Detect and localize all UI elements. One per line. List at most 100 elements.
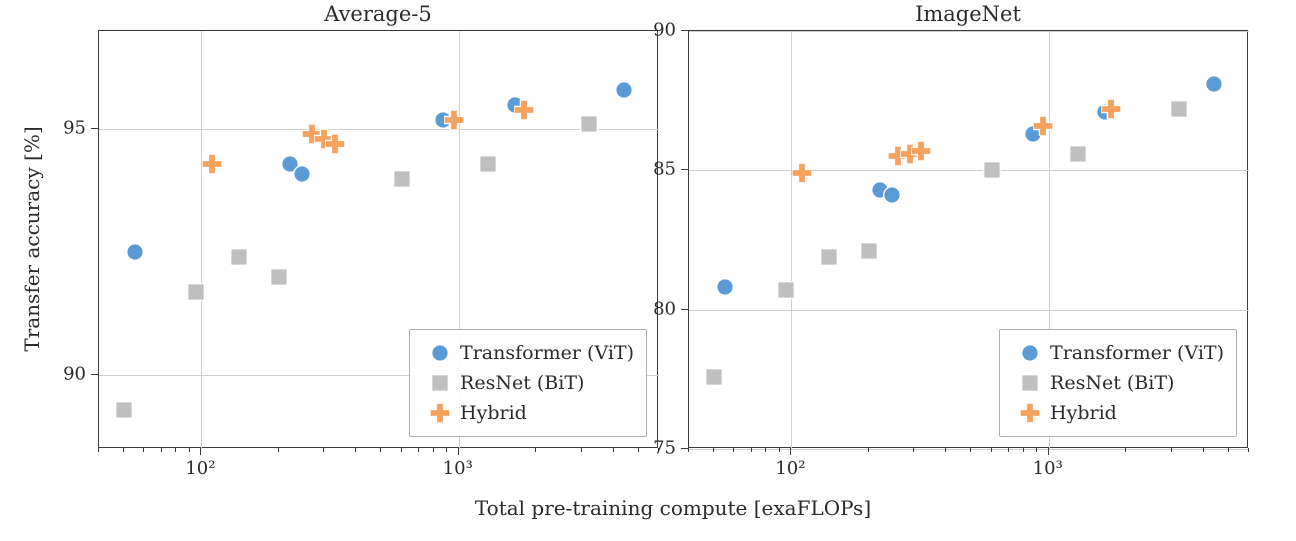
x-tick-minor: [1248, 448, 1249, 452]
legend-item: Transformer (ViT): [1010, 338, 1224, 368]
legend-label: Transformer (ViT): [460, 342, 634, 364]
y-tick-label: 80: [653, 298, 676, 319]
legend-item: ResNet (BiT): [1010, 368, 1224, 398]
data-point-vit: [1205, 75, 1223, 93]
panel-title: Average-5: [324, 2, 432, 26]
x-tick-label: 10³: [443, 458, 473, 479]
data-point-bit: [479, 155, 497, 173]
x-tick-minor: [733, 448, 734, 452]
grid-line-horizontal: [689, 31, 1249, 32]
data-point-hybrid: [1101, 99, 1121, 119]
data-point-hybrid: [911, 141, 931, 161]
x-tick-minor: [418, 448, 419, 452]
x-tick-minor: [433, 448, 434, 452]
x-tick-minor: [123, 448, 124, 452]
x-tick-minor: [713, 448, 714, 452]
x-tick-minor: [765, 448, 766, 452]
bit-marker-icon: [420, 374, 460, 392]
x-tick-minor: [1171, 448, 1172, 452]
x-tick-minor: [970, 448, 971, 452]
x-tick-minor: [278, 448, 279, 452]
bit-marker-icon: [1010, 374, 1050, 392]
data-point-vit: [716, 278, 734, 296]
y-tick-major: [681, 30, 688, 31]
x-tick-minor: [323, 448, 324, 452]
legend-label: ResNet (BiT): [1050, 372, 1174, 394]
data-point-bit: [705, 368, 723, 386]
data-point-hybrid: [792, 163, 812, 183]
data-point-vit: [615, 81, 633, 99]
x-tick-minor: [1036, 448, 1037, 452]
data-point-bit: [393, 170, 411, 188]
x-tick-minor: [1008, 448, 1009, 452]
legend: Transformer (ViT) ResNet (BiT) Hybrid: [409, 329, 647, 437]
x-tick-minor: [638, 448, 639, 452]
vit-marker-icon: [1010, 344, 1050, 362]
x-tick-minor: [945, 448, 946, 452]
vit-marker-icon: [420, 344, 460, 362]
data-point-bit: [270, 268, 288, 286]
y-tick-major: [681, 448, 688, 449]
legend-item: ResNet (BiT): [420, 368, 634, 398]
data-point-vit: [293, 165, 311, 183]
legend-label: Transformer (ViT): [1050, 342, 1224, 364]
chart-panel-avg5: Transformer (ViT) ResNet (BiT) Hybrid: [98, 30, 658, 448]
y-tick-label: 95: [63, 118, 86, 139]
data-point-bit: [1069, 145, 1087, 163]
x-tick-minor: [1023, 448, 1024, 452]
data-point-bit: [115, 401, 133, 419]
data-point-hybrid: [514, 100, 534, 120]
panel-title: ImageNet: [915, 2, 1021, 26]
x-tick-minor: [779, 448, 780, 452]
figure-root: Transfer accuracy [%] Total pre-training…: [0, 0, 1296, 541]
legend-item: Transformer (ViT): [420, 338, 634, 368]
grid-line-horizontal: [689, 449, 1249, 450]
x-axis-label: Total pre-training compute [exaFLOPs]: [475, 496, 871, 520]
grid-line-horizontal: [689, 170, 1249, 171]
x-tick-minor: [991, 448, 992, 452]
data-point-hybrid: [444, 110, 464, 130]
y-tick-label: 90: [653, 20, 676, 41]
chart-panel-imagenet: Transformer (ViT) ResNet (BiT) Hybrid: [688, 30, 1248, 448]
x-tick-major: [458, 448, 459, 455]
y-tick-label: 75: [653, 438, 676, 459]
y-tick-major: [91, 374, 98, 375]
x-tick-minor: [143, 448, 144, 452]
grid-line-vertical: [791, 31, 792, 449]
data-point-bit: [820, 248, 838, 266]
x-tick-minor: [688, 448, 689, 452]
grid-line-horizontal: [689, 310, 1249, 311]
legend-label: Hybrid: [460, 402, 527, 424]
x-tick-minor: [446, 448, 447, 452]
legend-label: ResNet (BiT): [460, 372, 584, 394]
x-tick-minor: [1125, 448, 1126, 452]
x-tick-minor: [535, 448, 536, 452]
data-point-hybrid: [202, 154, 222, 174]
legend: Transformer (ViT) ResNet (BiT) Hybrid: [999, 329, 1237, 437]
x-tick-minor: [751, 448, 752, 452]
x-tick-minor: [380, 448, 381, 452]
hybrid-marker-icon: [420, 403, 460, 423]
x-tick-minor: [1228, 448, 1229, 452]
y-tick-major: [91, 128, 98, 129]
grid-line-horizontal: [99, 129, 659, 130]
data-point-vit: [126, 243, 144, 261]
data-point-vit: [883, 186, 901, 204]
data-point-hybrid: [1033, 116, 1053, 136]
data-point-bit: [983, 161, 1001, 179]
x-tick-label: 10²: [185, 458, 215, 479]
x-tick-label: 10³: [1033, 458, 1063, 479]
legend-label: Hybrid: [1050, 402, 1117, 424]
data-point-bit: [1170, 100, 1188, 118]
y-tick-label: 90: [63, 364, 86, 385]
x-tick-major: [200, 448, 201, 455]
x-tick-minor: [613, 448, 614, 452]
x-tick-minor: [581, 448, 582, 452]
data-point-bit: [230, 248, 248, 266]
x-tick-major: [790, 448, 791, 455]
x-tick-minor: [98, 448, 99, 452]
x-tick-minor: [161, 448, 162, 452]
hybrid-marker-icon: [1010, 403, 1050, 423]
data-point-bit: [580, 115, 598, 133]
grid-line-vertical: [201, 31, 202, 449]
